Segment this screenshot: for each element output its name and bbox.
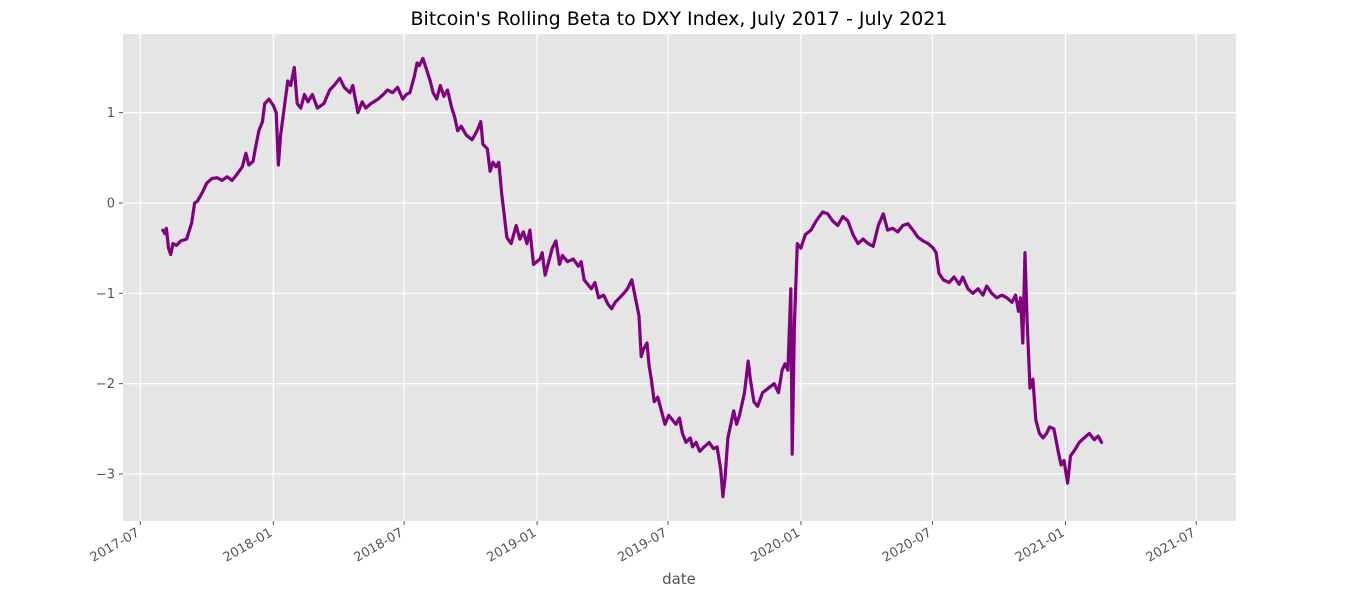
x-axis-label: date <box>662 570 696 588</box>
x-tick-label: 2018-07 <box>352 525 407 565</box>
axis-ticks <box>119 112 1197 525</box>
y-axis-tick-labels: −3 −2 −1 0 1 <box>96 106 115 482</box>
series-line <box>161 56 1104 499</box>
x-tick-label: 2021-07 <box>1144 525 1199 565</box>
grid-lines <box>123 34 1236 521</box>
chart-title: Bitcoin's Rolling Beta to DXY Index, Jul… <box>411 8 948 30</box>
x-tick-label: 2019-07 <box>615 525 670 565</box>
y-tick-label: 0 <box>107 196 115 211</box>
x-tick-label: 2019-01 <box>485 525 540 565</box>
x-tick-label: 2021-01 <box>1013 525 1068 565</box>
x-tick-label: 2020-01 <box>748 525 803 565</box>
x-axis-tick-labels: 2017-07 2018-01 2018-07 2019-01 2019-07 2020-… <box>88 525 1198 565</box>
y-tick-label: −2 <box>96 377 115 392</box>
y-tick-label: −3 <box>96 468 115 483</box>
x-tick-label: 2018-01 <box>221 525 276 565</box>
x-tick-label: 2020-07 <box>880 525 935 565</box>
plot-area <box>123 34 1236 521</box>
x-tick-label: 2017-07 <box>88 525 143 565</box>
y-tick-label: −1 <box>96 287 115 302</box>
y-tick-label: 1 <box>107 106 115 121</box>
